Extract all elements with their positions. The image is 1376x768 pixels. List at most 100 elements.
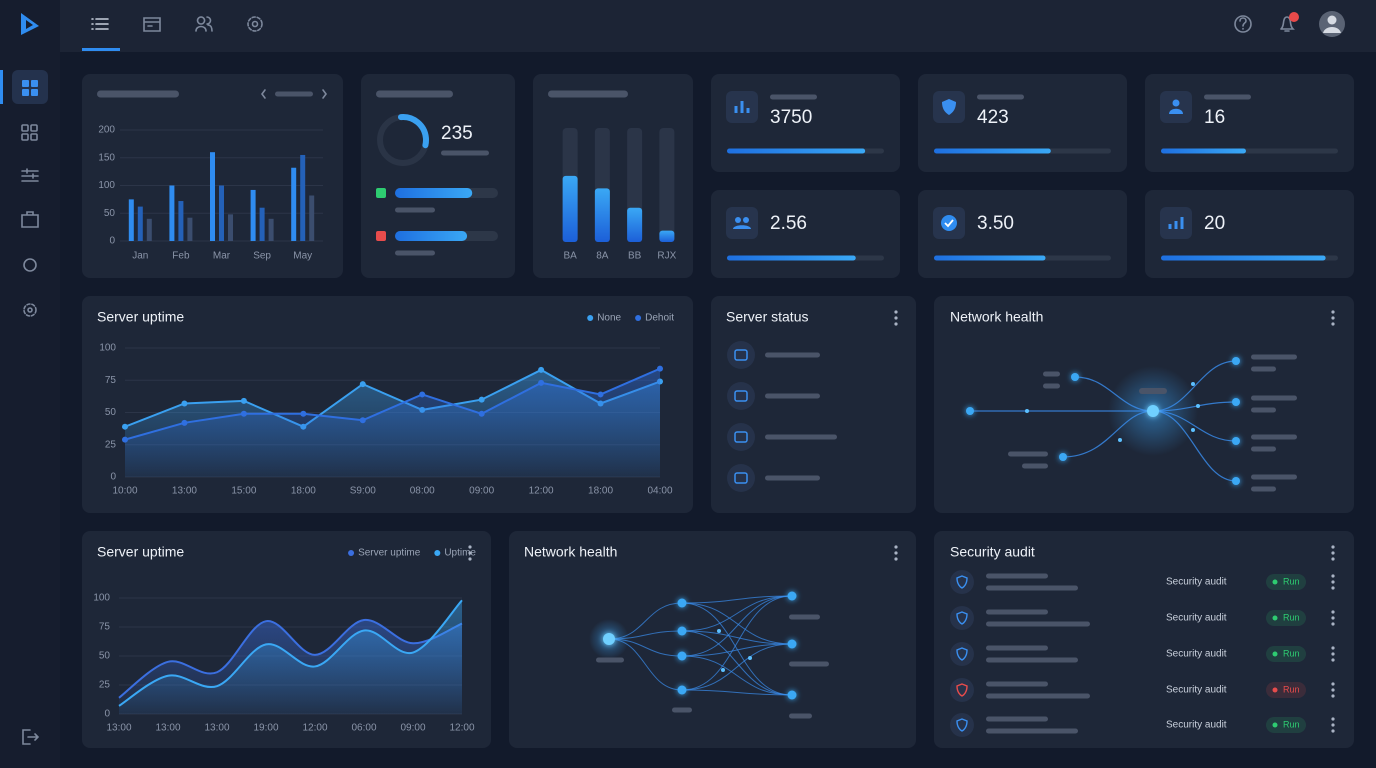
status-badge[interactable] <box>1266 646 1306 662</box>
network-node[interactable] <box>1071 373 1079 381</box>
bar <box>128 199 134 241</box>
placeholder-text <box>275 91 313 97</box>
x-tick-label: 13:00 <box>172 486 197 497</box>
stat-icon <box>941 215 957 231</box>
card <box>361 74 515 278</box>
x-tick-label: 19:00 <box>253 723 278 734</box>
nav-icon[interactable] <box>21 211 39 228</box>
network-node[interactable] <box>787 639 797 649</box>
network-hub[interactable] <box>1147 405 1159 417</box>
stat-icon <box>734 101 750 113</box>
bar <box>219 185 224 241</box>
more-menu[interactable] <box>894 310 898 326</box>
more-menu[interactable] <box>1331 682 1335 698</box>
status-icon <box>727 464 755 492</box>
network-link <box>681 630 793 696</box>
dot <box>894 310 898 314</box>
dot <box>1331 551 1335 555</box>
status-badge[interactable] <box>1266 717 1306 733</box>
point <box>538 366 545 373</box>
more-menu[interactable] <box>1331 574 1335 590</box>
network-link <box>681 595 793 632</box>
placeholder-text <box>1043 371 1060 377</box>
placeholder-text <box>765 434 837 440</box>
y-tick-label: 75 <box>105 375 117 386</box>
point <box>181 400 188 407</box>
logout-icon[interactable] <box>22 729 40 745</box>
status-icon-glyph <box>734 472 748 484</box>
audit-icon <box>950 606 974 630</box>
network-link <box>1062 410 1154 458</box>
status-badge[interactable] <box>1266 574 1306 590</box>
dot <box>1331 310 1335 314</box>
bell-icon[interactable] <box>1280 16 1295 32</box>
network-node[interactable] <box>787 591 797 601</box>
x-tick-label: BB <box>628 251 642 262</box>
status-badge-dot <box>1272 579 1278 585</box>
dot <box>1331 717 1335 721</box>
placeholder-text <box>986 716 1048 722</box>
placeholder-text <box>986 621 1090 627</box>
network-hub[interactable] <box>603 633 615 645</box>
stat-icon <box>942 99 956 115</box>
top-icon[interactable] <box>91 18 109 30</box>
nav-active[interactable] <box>12 70 48 104</box>
dot <box>1331 545 1335 549</box>
nav-icon[interactable] <box>21 168 39 182</box>
dot <box>1331 616 1335 620</box>
dot <box>1331 682 1335 686</box>
pager-arrows[interactable] <box>261 89 327 99</box>
y-tick-label: 100 <box>98 180 115 191</box>
dot <box>894 557 898 561</box>
more-menu[interactable] <box>1331 545 1335 561</box>
more-menu[interactable] <box>1331 646 1335 662</box>
more-menu[interactable] <box>468 545 472 561</box>
bar <box>169 185 175 241</box>
network-node[interactable] <box>677 598 687 608</box>
network-node[interactable] <box>1232 398 1240 406</box>
network-node[interactable] <box>1232 357 1240 365</box>
column-bar <box>659 230 675 242</box>
network-node[interactable] <box>677 651 687 661</box>
network-node[interactable] <box>677 626 687 636</box>
nav-icon[interactable] <box>23 303 37 317</box>
card-title: Network health <box>950 309 1043 325</box>
dot <box>468 557 472 561</box>
bar <box>268 218 274 241</box>
top-icon[interactable] <box>247 16 263 32</box>
nav-icon[interactable] <box>23 258 37 272</box>
network-link <box>1074 376 1154 412</box>
status-badge[interactable] <box>1266 610 1306 626</box>
help-icon[interactable] <box>1234 15 1252 33</box>
placeholder-text <box>765 475 820 481</box>
dot <box>1331 322 1335 326</box>
placeholder-text <box>986 573 1048 579</box>
stat-icon <box>735 217 741 223</box>
y-tick-label: 150 <box>98 152 115 163</box>
legend-swatch <box>587 315 594 321</box>
network-node[interactable] <box>966 407 974 415</box>
more-menu[interactable] <box>1331 310 1335 326</box>
network-dot <box>721 668 725 672</box>
series-area <box>125 368 660 477</box>
y-tick-label: 75 <box>99 622 111 633</box>
network-node[interactable] <box>787 690 797 700</box>
series-line <box>118 599 463 707</box>
progress-fill <box>934 255 1046 261</box>
icon-part <box>31 89 38 96</box>
more-menu[interactable] <box>1331 610 1335 626</box>
top-icon[interactable] <box>195 16 213 32</box>
network-node[interactable] <box>1232 477 1240 485</box>
more-menu[interactable] <box>1331 717 1335 733</box>
bar <box>291 167 297 241</box>
status-badge[interactable] <box>1266 682 1306 698</box>
column-bar <box>594 188 610 242</box>
legend-label: Server uptime <box>358 548 421 559</box>
more-menu[interactable] <box>894 545 898 561</box>
audit-shield <box>956 683 968 697</box>
network-node[interactable] <box>1059 453 1067 461</box>
network-node[interactable] <box>1232 437 1240 445</box>
top-icon[interactable] <box>143 17 161 32</box>
network-node[interactable] <box>677 685 687 695</box>
dot <box>1331 316 1335 320</box>
